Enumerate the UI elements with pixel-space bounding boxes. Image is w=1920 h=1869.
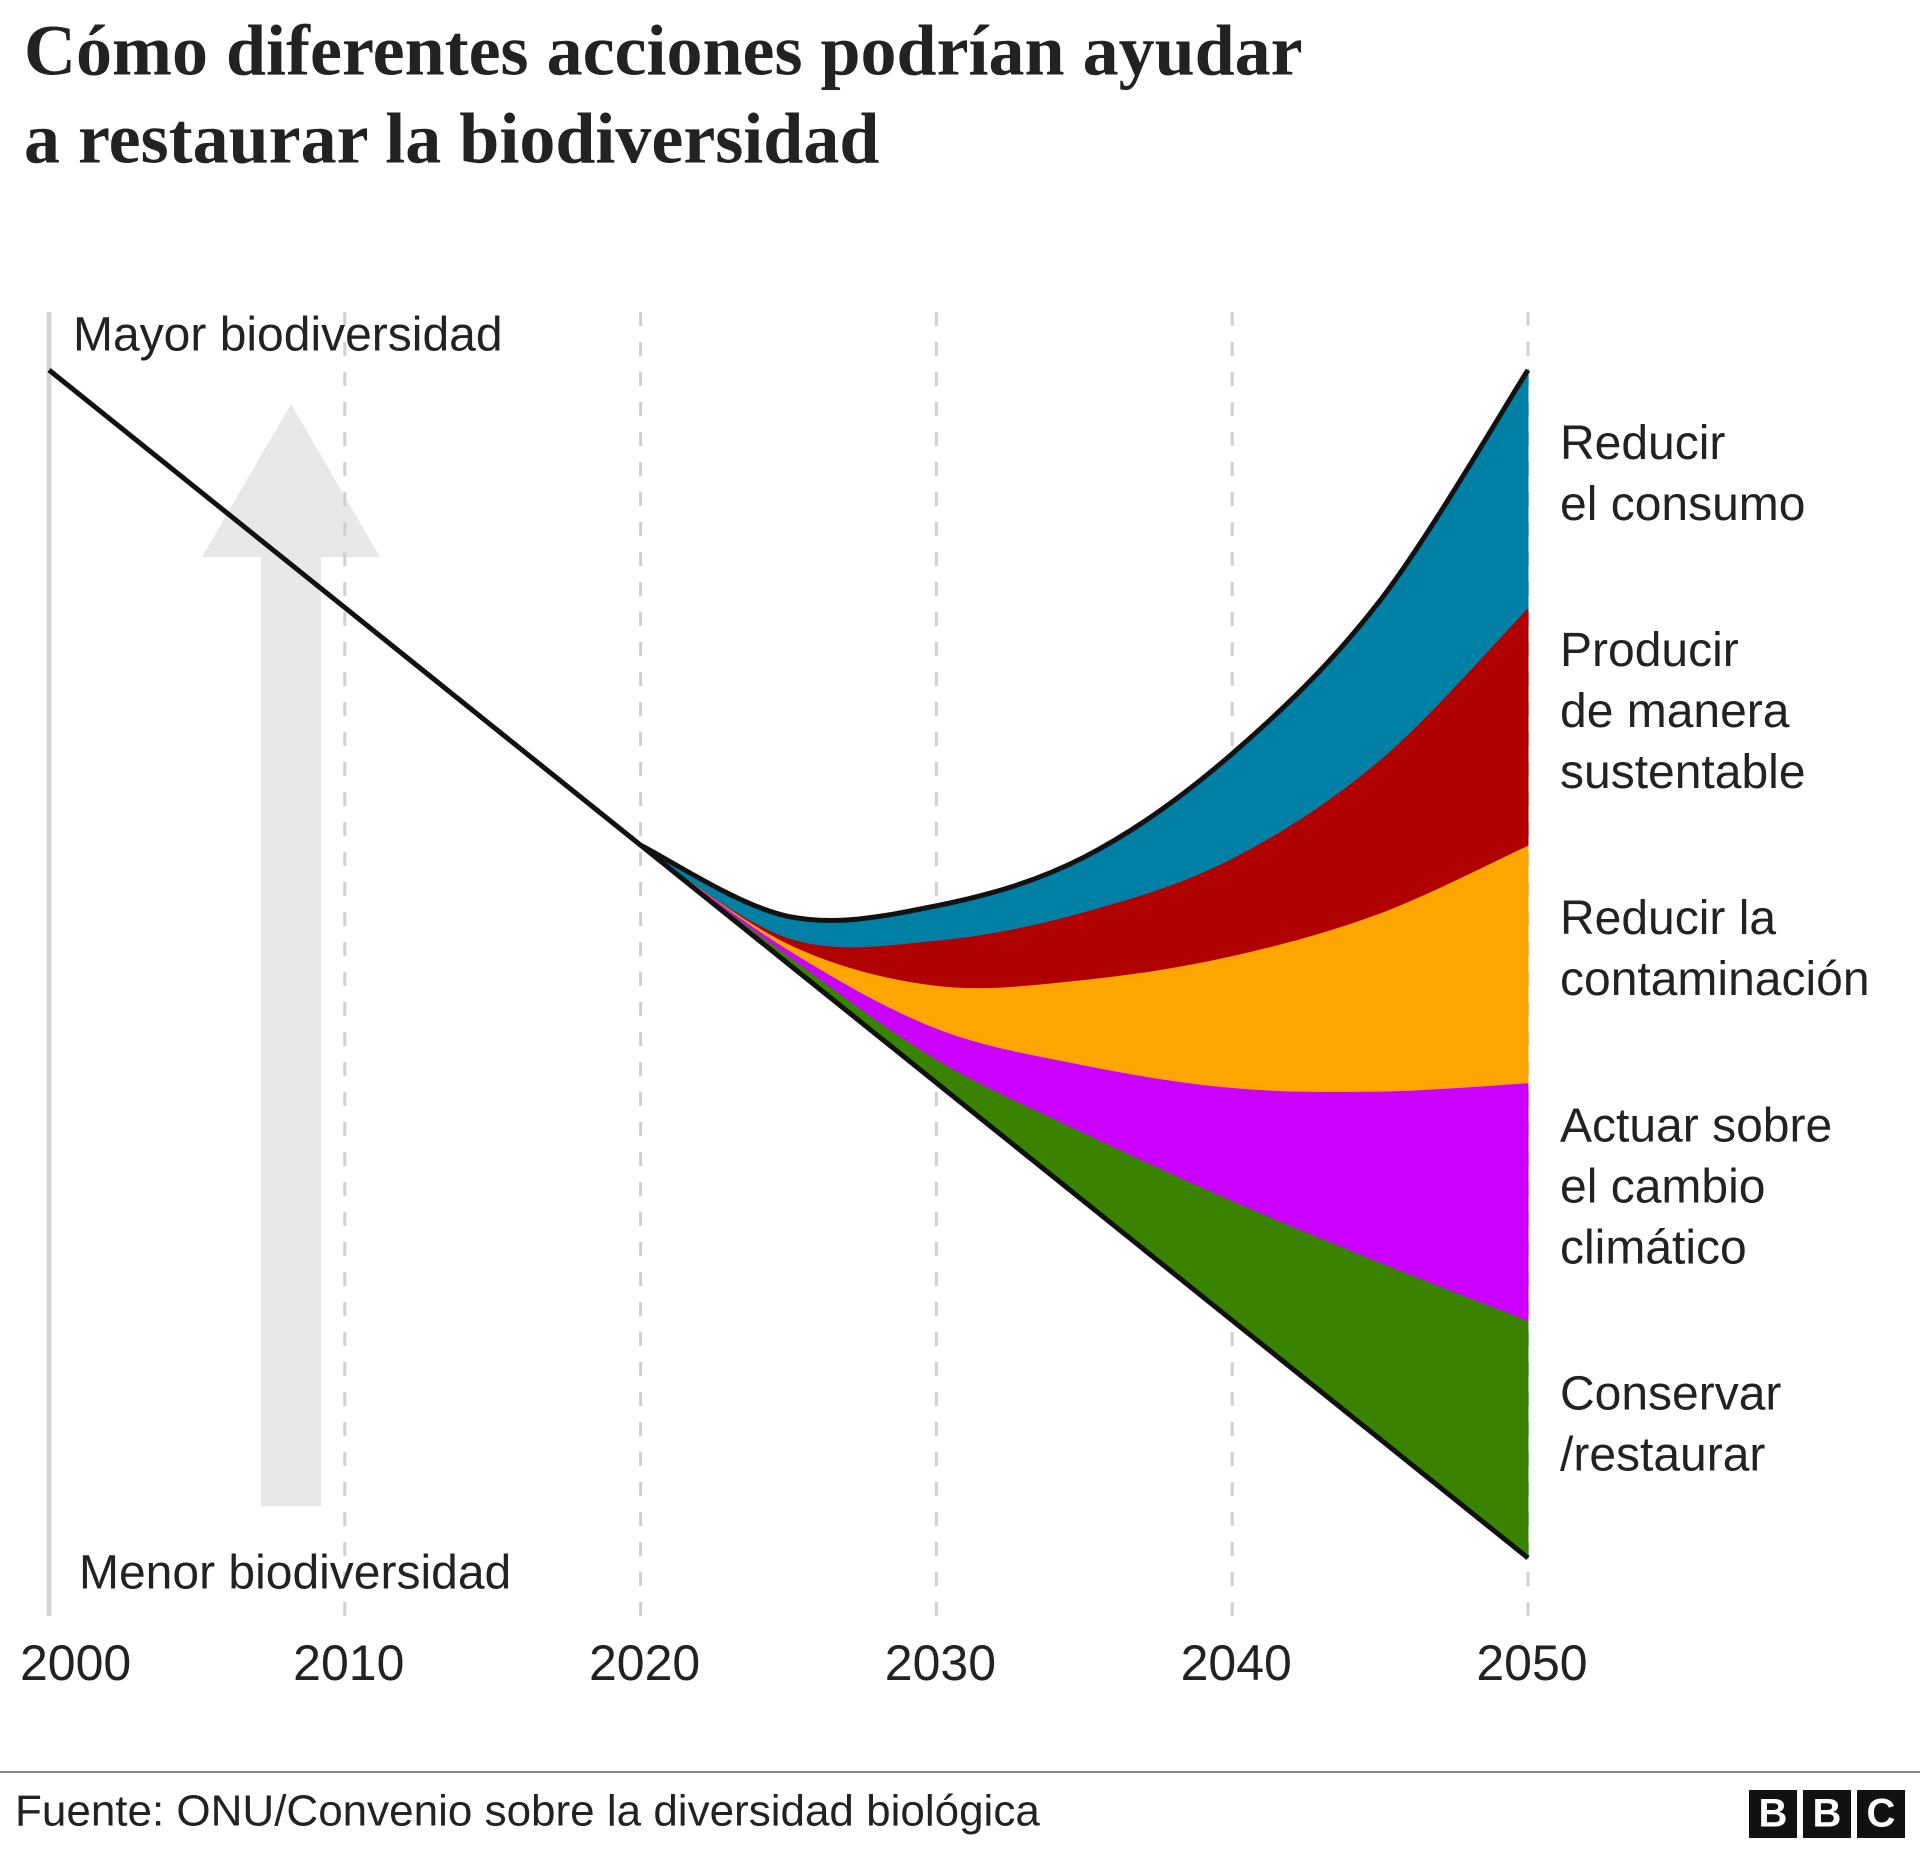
series-label: climático (1560, 1221, 1747, 1274)
series-label: Actuar sobre (1560, 1099, 1832, 1152)
x-tick-label: 2020 (589, 1635, 700, 1691)
annotation-bottom: Menor biodiversidad (79, 1547, 511, 1600)
areas (640, 368, 1529, 1560)
x-tick-label: 2050 (1476, 1635, 1587, 1691)
series-label: el cambio (1560, 1160, 1765, 1213)
series-label: /restaurar (1560, 1428, 1765, 1481)
x-tick-label: 2040 (1181, 1635, 1292, 1691)
stack-top-line (639, 368, 1531, 923)
chart-title: a restaurar la biodiversidad (24, 99, 879, 179)
x-tick-label: 2030 (885, 1635, 996, 1691)
series-label: de manera (1560, 685, 1790, 738)
source: Fuente: ONU/Convenio sobre la diversidad… (15, 1787, 1040, 1836)
x-tick-label: 2010 (293, 1635, 404, 1691)
series-label: contaminación (1560, 953, 1870, 1006)
series-label: Conservar (1560, 1367, 1781, 1420)
annotation-top: Mayor biodiversidad (73, 309, 503, 362)
trend-line (47, 368, 1530, 1560)
series-label: Reducir (1560, 417, 1725, 470)
arrow-shaft (261, 555, 321, 1506)
series-label: Producir (1560, 624, 1739, 677)
logo-letter: C (1867, 1792, 1896, 1836)
direction-arrow (202, 404, 380, 1506)
logo-block (1857, 1790, 1905, 1838)
arrow-head (202, 404, 380, 557)
x-tick-label: 2000 (20, 1635, 131, 1691)
logo-block (1803, 1790, 1851, 1838)
logo-letter: B (1759, 1792, 1788, 1836)
chart-title: Cómo diferentes acciones podrían ayudar (24, 11, 1303, 91)
series-label: sustentable (1560, 746, 1806, 799)
logo-letter: B (1813, 1792, 1842, 1836)
series-label: el consumo (1560, 478, 1805, 531)
logo-block (1749, 1790, 1797, 1838)
series-label: Reducir la (1560, 892, 1776, 945)
